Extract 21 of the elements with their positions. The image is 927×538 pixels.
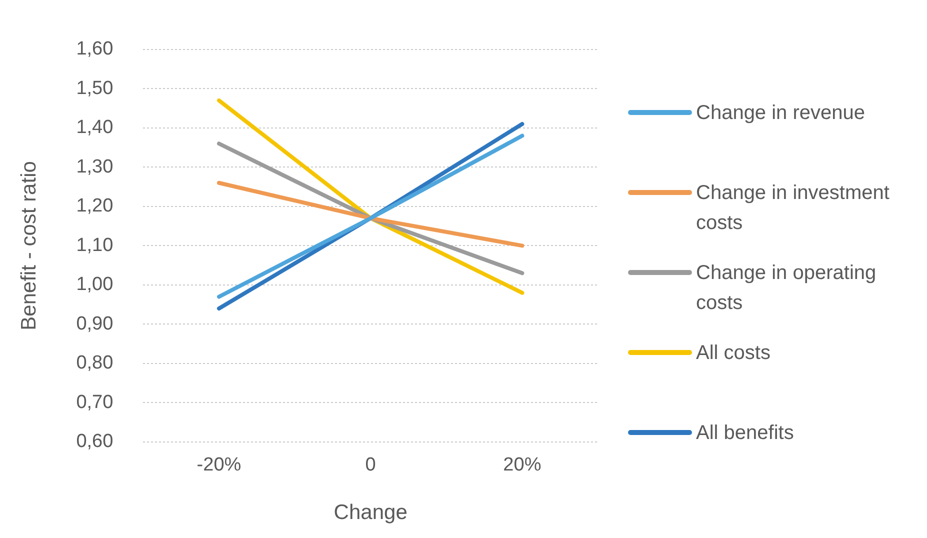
legend-label: All costs (696, 341, 770, 366)
y-tick-label: 0,90 (76, 313, 114, 334)
y-tick-label: 1,60 (76, 38, 114, 60)
y-tick-label: 0,80 (76, 352, 114, 374)
x-tick-label: -20% (196, 454, 242, 476)
y-tick-label: 1,40 (76, 117, 114, 138)
y-tick-label: 1,30 (76, 156, 114, 178)
legend-label: All benefits (696, 421, 794, 446)
legend-label: Change in operating costs (696, 261, 878, 316)
y-tick-label: 1,10 (76, 234, 114, 256)
y-tick-label: 1,20 (76, 196, 114, 217)
x-tick-label: 0 (365, 454, 376, 476)
legend-label: Change in revenue (696, 101, 866, 126)
y-tick-label: 1,50 (76, 78, 114, 99)
y-axis-title: Benefit - cost ratio (17, 161, 40, 330)
y-tick-label: 1,00 (76, 274, 114, 296)
x-tick-label: 20% (503, 454, 542, 476)
legend-label: Change in investment costs (696, 181, 890, 236)
x-axis-title: Change (334, 501, 408, 524)
y-tick-label: 0,70 (76, 392, 114, 413)
y-tick-label: 0,60 (76, 431, 114, 452)
